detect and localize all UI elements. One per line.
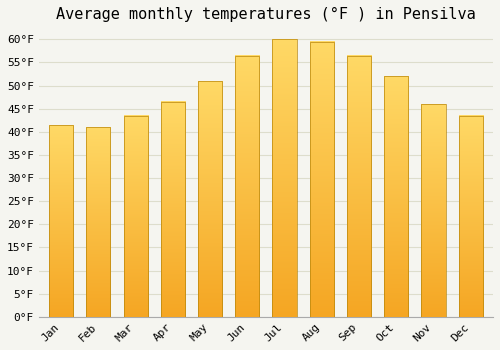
Bar (272, 39, 296, 317)
Title: Average monthly temperatures (°F ) in Pensilva: Average monthly temperatures (°F ) in Pe… (56, 7, 476, 22)
Bar (160, 102, 185, 317)
Bar (86, 127, 110, 317)
Bar (384, 76, 408, 317)
Bar (49, 125, 73, 317)
Bar (384, 76, 408, 317)
Bar (310, 42, 334, 317)
Bar (124, 116, 148, 317)
Bar (310, 42, 334, 317)
Bar (422, 104, 446, 317)
Bar (124, 116, 148, 317)
Bar (49, 125, 73, 317)
Bar (160, 102, 185, 317)
Bar (198, 81, 222, 317)
Bar (86, 127, 110, 317)
Bar (422, 104, 446, 317)
Bar (235, 56, 260, 317)
Bar (235, 56, 260, 317)
Bar (272, 39, 296, 317)
Bar (458, 116, 483, 317)
Bar (347, 56, 371, 317)
Bar (198, 81, 222, 317)
Bar (458, 116, 483, 317)
Bar (347, 56, 371, 317)
